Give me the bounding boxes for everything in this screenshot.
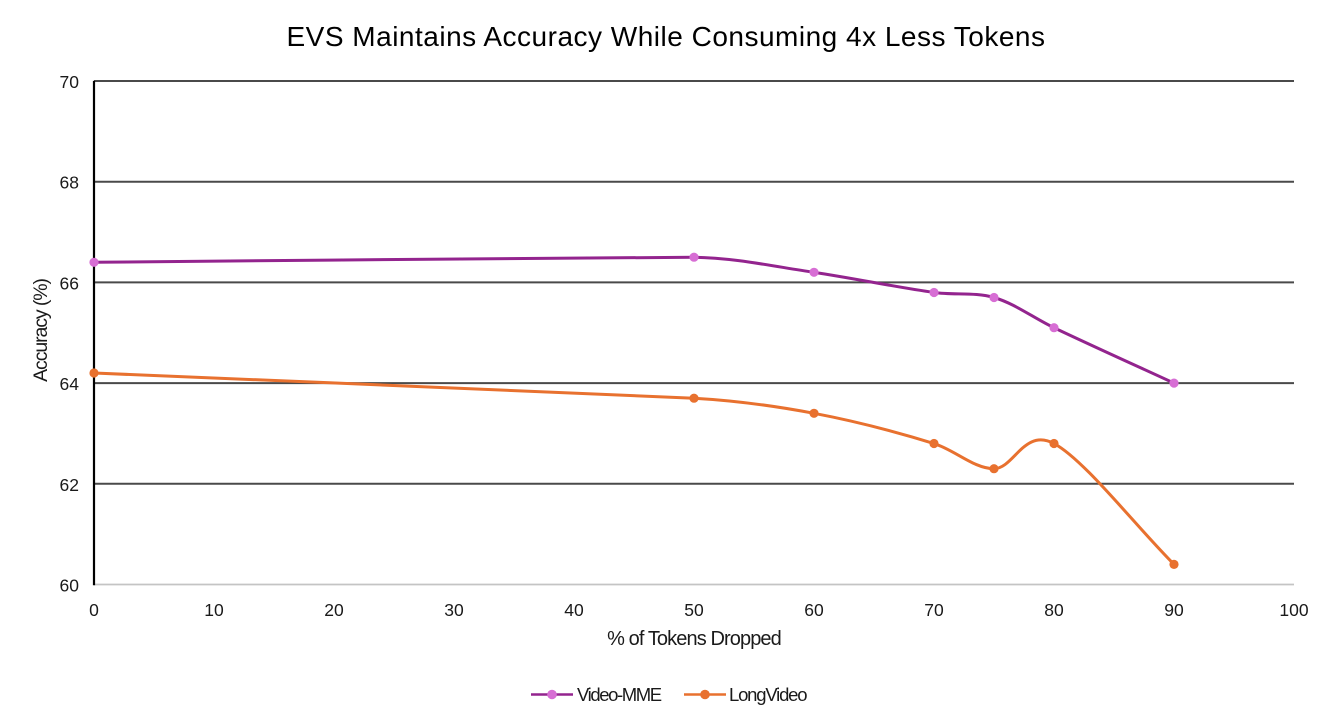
svg-text:100: 100 [1279,600,1308,620]
svg-text:30: 30 [444,600,464,620]
svg-text:10: 10 [204,600,224,620]
svg-text:64: 64 [60,374,80,394]
svg-text:20: 20 [324,600,344,620]
svg-text:70: 70 [60,72,80,92]
svg-text:60: 60 [60,576,80,596]
svg-text:LongVideo: LongVideo [729,684,807,705]
svg-text:62: 62 [60,475,79,495]
svg-text:50: 50 [684,600,704,620]
svg-text:0: 0 [89,600,99,620]
svg-text:70: 70 [924,600,944,620]
svg-text:Video-MME: Video-MME [577,684,662,705]
svg-text:% of Tokens Dropped: % of Tokens Dropped [607,628,781,650]
svg-text:68: 68 [60,173,79,193]
svg-text:90: 90 [1164,600,1184,620]
svg-text:60: 60 [804,600,824,620]
svg-text:66: 66 [60,273,79,293]
svg-text:EVS Maintains Accuracy While C: EVS Maintains Accuracy While Consuming 4… [287,21,1046,52]
svg-text:80: 80 [1044,600,1064,620]
svg-text:Accuracy (%): Accuracy (%) [30,279,52,382]
svg-text:40: 40 [564,600,584,620]
